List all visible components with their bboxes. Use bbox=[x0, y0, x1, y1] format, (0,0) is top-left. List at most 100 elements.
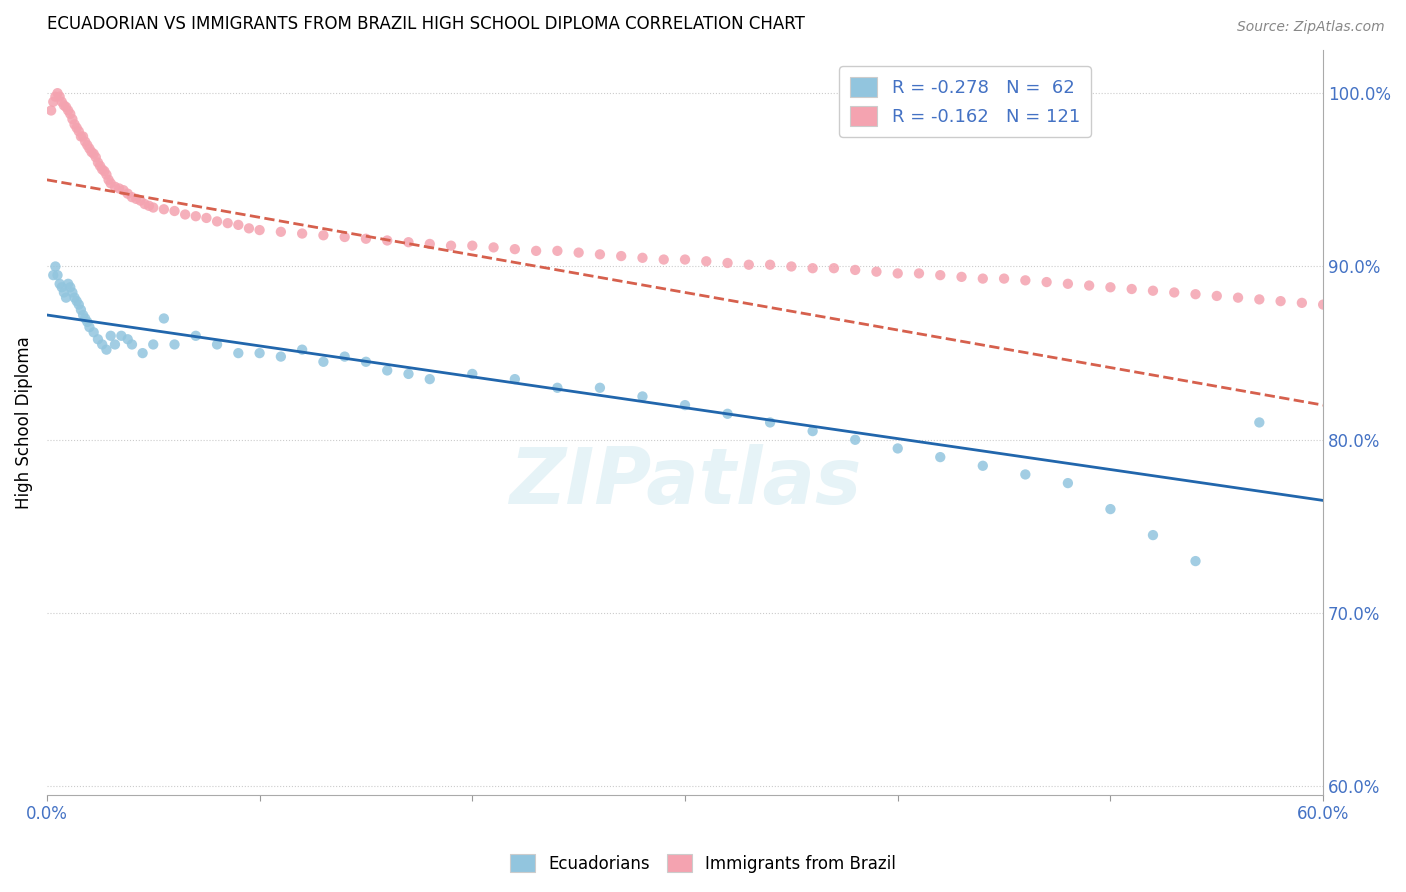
Point bbox=[134, 197, 156, 211]
Point bbox=[291, 227, 314, 241]
Point bbox=[844, 263, 866, 277]
Point bbox=[87, 332, 110, 346]
Point bbox=[51, 95, 73, 109]
Point bbox=[972, 458, 994, 473]
Point bbox=[104, 337, 127, 351]
Text: ECUADORIAN VS IMMIGRANTS FROM BRAZIL HIGH SCHOOL DIPLOMA CORRELATION CHART: ECUADORIAN VS IMMIGRANTS FROM BRAZIL HIG… bbox=[46, 15, 804, 33]
Point bbox=[631, 389, 654, 403]
Point bbox=[75, 311, 97, 326]
Point bbox=[1184, 287, 1206, 301]
Point bbox=[503, 242, 526, 256]
Point bbox=[91, 162, 114, 177]
Point bbox=[375, 234, 398, 248]
Point bbox=[42, 268, 65, 282]
Point bbox=[780, 260, 803, 274]
Point bbox=[112, 183, 135, 197]
Point bbox=[48, 89, 70, 103]
Point bbox=[79, 142, 101, 156]
Point bbox=[354, 355, 377, 369]
Point bbox=[631, 251, 654, 265]
Point bbox=[205, 337, 228, 351]
Point bbox=[333, 230, 356, 244]
Point bbox=[228, 346, 250, 360]
Point bbox=[398, 367, 420, 381]
Point bbox=[39, 103, 62, 118]
Text: ZIPatlas: ZIPatlas bbox=[509, 444, 860, 520]
Point bbox=[1249, 293, 1271, 307]
Point bbox=[87, 155, 110, 169]
Point bbox=[89, 159, 111, 173]
Point bbox=[72, 129, 94, 144]
Point bbox=[174, 207, 197, 221]
Point bbox=[66, 120, 89, 135]
Point bbox=[1142, 284, 1164, 298]
Point bbox=[333, 350, 356, 364]
Point bbox=[184, 209, 207, 223]
Point bbox=[354, 232, 377, 246]
Point bbox=[228, 218, 250, 232]
Point bbox=[121, 190, 143, 204]
Point bbox=[46, 268, 69, 282]
Point bbox=[56, 103, 79, 118]
Point bbox=[546, 381, 568, 395]
Point bbox=[801, 261, 824, 276]
Point bbox=[63, 117, 86, 131]
Point bbox=[759, 258, 782, 272]
Point bbox=[695, 254, 717, 268]
Point bbox=[67, 297, 90, 311]
Point bbox=[908, 267, 931, 281]
Point bbox=[121, 337, 143, 351]
Point bbox=[59, 107, 82, 121]
Point bbox=[1142, 528, 1164, 542]
Point bbox=[80, 145, 103, 159]
Point bbox=[142, 337, 165, 351]
Point bbox=[652, 252, 675, 267]
Point bbox=[108, 181, 131, 195]
Point bbox=[950, 269, 973, 284]
Y-axis label: High School Diploma: High School Diploma bbox=[15, 336, 32, 508]
Point bbox=[131, 346, 153, 360]
Point bbox=[886, 267, 908, 281]
Point bbox=[83, 146, 105, 161]
Point bbox=[249, 346, 271, 360]
Point bbox=[52, 98, 75, 112]
Point bbox=[76, 138, 98, 153]
Point bbox=[589, 247, 612, 261]
Point bbox=[929, 268, 952, 282]
Point bbox=[249, 223, 271, 237]
Point bbox=[96, 343, 118, 357]
Point bbox=[125, 192, 148, 206]
Point bbox=[117, 186, 139, 201]
Point bbox=[398, 235, 420, 250]
Point bbox=[1312, 297, 1334, 311]
Point bbox=[72, 308, 94, 322]
Point bbox=[823, 261, 845, 276]
Point bbox=[205, 214, 228, 228]
Point bbox=[153, 311, 176, 326]
Point bbox=[568, 245, 591, 260]
Point bbox=[312, 355, 335, 369]
Point bbox=[75, 135, 97, 149]
Point bbox=[48, 277, 70, 291]
Point bbox=[1057, 476, 1080, 491]
Point bbox=[117, 332, 139, 346]
Point bbox=[62, 112, 84, 127]
Point bbox=[972, 271, 994, 285]
Point bbox=[70, 302, 93, 317]
Point bbox=[59, 280, 82, 294]
Text: Source: ZipAtlas.com: Source: ZipAtlas.com bbox=[1237, 20, 1385, 34]
Point bbox=[1014, 273, 1036, 287]
Point bbox=[759, 416, 782, 430]
Legend: Ecuadorians, Immigrants from Brazil: Ecuadorians, Immigrants from Brazil bbox=[503, 847, 903, 880]
Point bbox=[461, 367, 484, 381]
Point bbox=[217, 216, 239, 230]
Point bbox=[270, 225, 292, 239]
Point bbox=[195, 211, 218, 225]
Point bbox=[70, 129, 93, 144]
Point bbox=[153, 202, 176, 217]
Point bbox=[1057, 277, 1080, 291]
Point bbox=[163, 204, 186, 219]
Point bbox=[1121, 282, 1143, 296]
Point bbox=[142, 201, 165, 215]
Point bbox=[1270, 294, 1292, 309]
